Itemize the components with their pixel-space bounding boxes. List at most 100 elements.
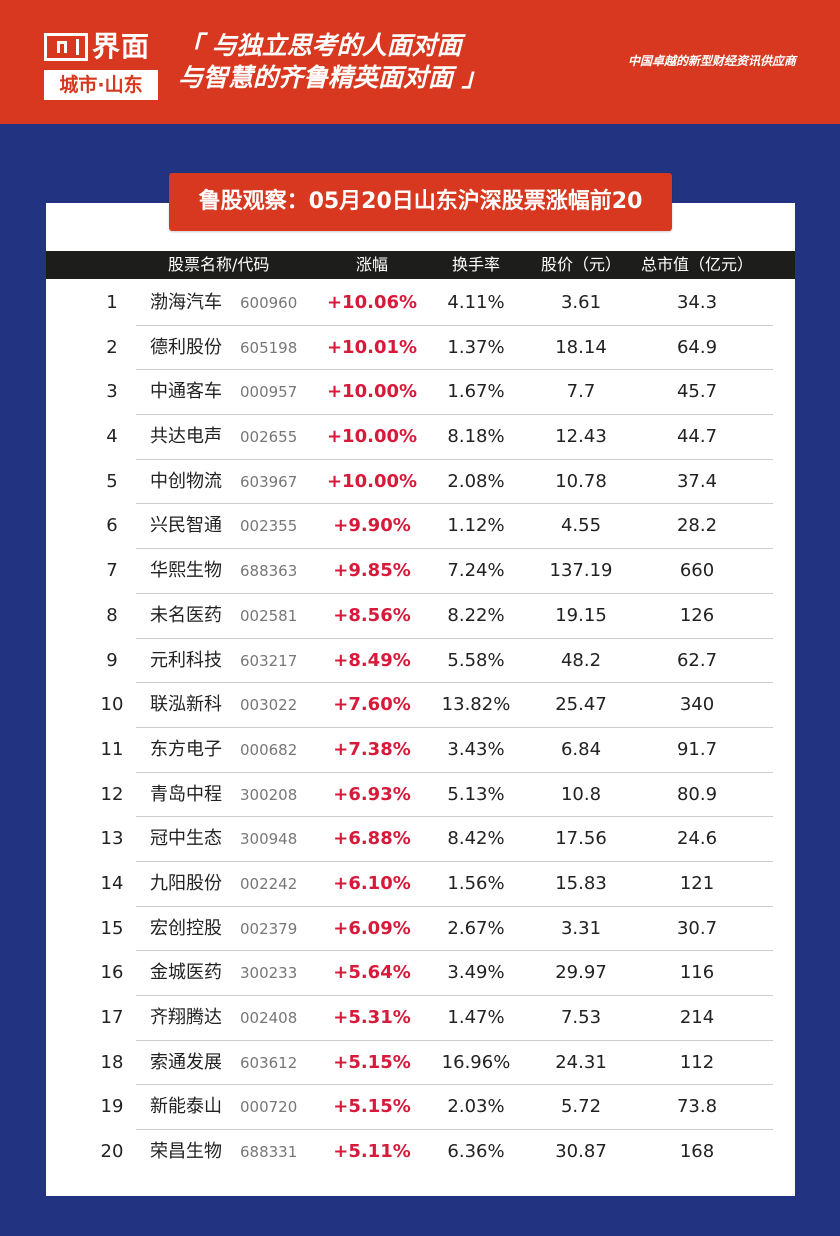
change-cell: +6.93% [333,783,411,805]
header-turnover: 换手率 [451,255,500,274]
turnover-cell: 4.11% [447,292,505,313]
price-cell: 24.31 [555,1051,607,1073]
logo-mark-icon [44,33,88,61]
turnover-cell: 1.67% [447,381,505,403]
stock-code: 000957 [240,383,298,402]
change-cell: +5.64% [333,962,411,984]
table-row: 11 东方电子 000682 +7.38% 3.43% 6.84 91.7 [46,728,795,773]
price-cell: 19.15 [555,604,607,626]
table-row: 19 新能泰山 000720 +5.15% 2.03% 5.72 73.8 [46,1085,795,1130]
market-cap-cell: 112 [679,1051,715,1073]
price-cell: 18.14 [555,336,607,358]
price-cell: 10.8 [560,783,602,805]
turnover-cell: 8.18% [447,426,505,448]
market-cap-cell: 168 [679,1141,715,1163]
table-row: 7 华熙生物 688363 +9.85% 7.24% 137.19 660 [46,549,795,594]
rank-cell: 5 [106,470,118,492]
price-cell: 7.53 [560,1007,602,1028]
market-cap-cell: 73.8 [676,1096,718,1118]
market-cap-cell: 64.9 [676,336,718,358]
price-cell: 3.31 [560,917,602,939]
table-row: 5 中创物流 603967 +10.00% 2.08% 10.78 37.4 [46,460,795,505]
rank-cell: 7 [106,560,118,582]
stock-name: 宏创控股 [150,917,222,939]
price-cell: 6.84 [560,738,602,760]
change-cell: +7.38% [333,738,411,760]
stock-name: 联泓新科 [150,694,222,716]
slogan: 「 与独立思考的人面对面 与智慧的齐鲁精英面对面 」 [178,30,487,94]
turnover-cell: 5.13% [447,783,505,805]
stock-code: 002355 [240,517,298,536]
logo-word: 界面 [92,30,151,63]
stock-name: 九阳股份 [150,872,222,894]
market-cap-cell: 62.7 [676,649,718,671]
market-cap-cell: 34.3 [676,292,718,313]
table-row: 15 宏创控股 002379 +6.09% 2.67% 3.31 30.7 [46,907,795,952]
stock-name: 冠中生态 [150,828,222,850]
change-cell: +9.90% [333,515,411,537]
table-row: 10 联泓新科 003022 +7.60% 13.82% 25.47 340 [46,683,795,728]
stock-name: 渤海汽车 [150,292,222,313]
stock-name: 中创物流 [150,470,222,492]
price-cell: 10.78 [555,470,607,492]
table-row: 2 德利股份 605198 +10.01% 1.37% 18.14 64.9 [46,326,795,371]
market-cap-cell: 214 [679,1007,715,1028]
turnover-cell: 5.58% [447,649,505,671]
table-row: 18 索通发展 603612 +5.15% 16.96% 24.31 112 [46,1041,795,1086]
change-cell: +5.31% [333,1007,411,1028]
change-cell: +8.56% [333,604,411,626]
market-cap-cell: 116 [679,962,715,984]
price-cell: 137.19 [549,560,613,582]
rank-cell: 17 [100,1007,124,1028]
turnover-cell: 8.22% [447,604,505,626]
change-cell: +5.11% [333,1141,411,1163]
stock-code: 002408 [240,1009,298,1027]
change-cell: +6.88% [333,828,411,850]
tagline: 中国卓越的新型财经资讯供应商 [627,54,796,68]
stock-name: 华熙生物 [150,560,222,582]
slogan-line-2: 与智慧的齐鲁精英面对面 」 [178,63,487,92]
content-card [46,203,795,1196]
turnover-cell: 13.82% [441,694,511,716]
change-cell: +5.15% [333,1096,411,1118]
table-row: 20 荣昌生物 688331 +5.11% 6.36% 30.87 168 [46,1130,795,1175]
stock-name: 德利股份 [150,336,222,358]
rank-cell: 10 [100,694,124,716]
stock-code: 603612 [240,1053,298,1072]
logo-city-label: 城市·山东 [44,70,158,100]
rank-cell: 1 [106,292,118,313]
rank-cell: 11 [100,738,124,760]
turnover-cell: 1.47% [447,1007,505,1028]
stock-name: 青岛中程 [150,783,222,805]
market-cap-cell: 45.7 [676,381,718,403]
stock-code: 002581 [240,606,298,625]
turnover-cell: 6.36% [447,1141,505,1163]
table-row: 17 齐翔腾达 002408 +5.31% 1.47% 7.53 214 [46,996,795,1041]
price-cell: 3.61 [560,292,602,313]
stock-name: 荣昌生物 [150,1141,222,1163]
stock-code: 603967 [240,472,298,491]
rank-cell: 12 [100,783,124,805]
stock-code: 002655 [240,428,298,447]
market-cap-cell: 121 [679,872,715,894]
price-cell: 30.87 [555,1141,607,1163]
stock-name: 中通客车 [150,381,222,403]
turnover-cell: 2.03% [447,1096,505,1118]
stock-name: 齐翔腾达 [150,1007,222,1028]
stock-code: 605198 [240,338,298,357]
market-cap-cell: 44.7 [676,426,718,448]
turnover-cell: 7.24% [447,560,505,582]
market-cap-cell: 80.9 [676,783,718,805]
table-body: 1 渤海汽车 600960 +10.06% 4.11% 3.61 34.3 2 德利股份 6051… [46,281,795,1175]
table-row: 9 元利科技 603217 +8.49% 5.58% 48.2 62.7 [46,639,795,684]
header-banner: 界面 城市·山东 「 与独立思考的人面对面 与智慧的齐鲁精英面对面 」 中国卓越… [0,0,840,124]
rank-cell: 4 [106,426,118,448]
rank-cell: 19 [100,1096,124,1118]
price-cell: 15.83 [555,872,607,894]
stock-code: 000682 [240,740,298,759]
stock-name: 未名医药 [150,604,222,626]
market-cap-cell: 126 [679,604,715,626]
market-cap-cell: 660 [679,560,715,582]
change-cell: +6.10% [333,872,411,894]
stock-code: 002379 [240,919,298,938]
